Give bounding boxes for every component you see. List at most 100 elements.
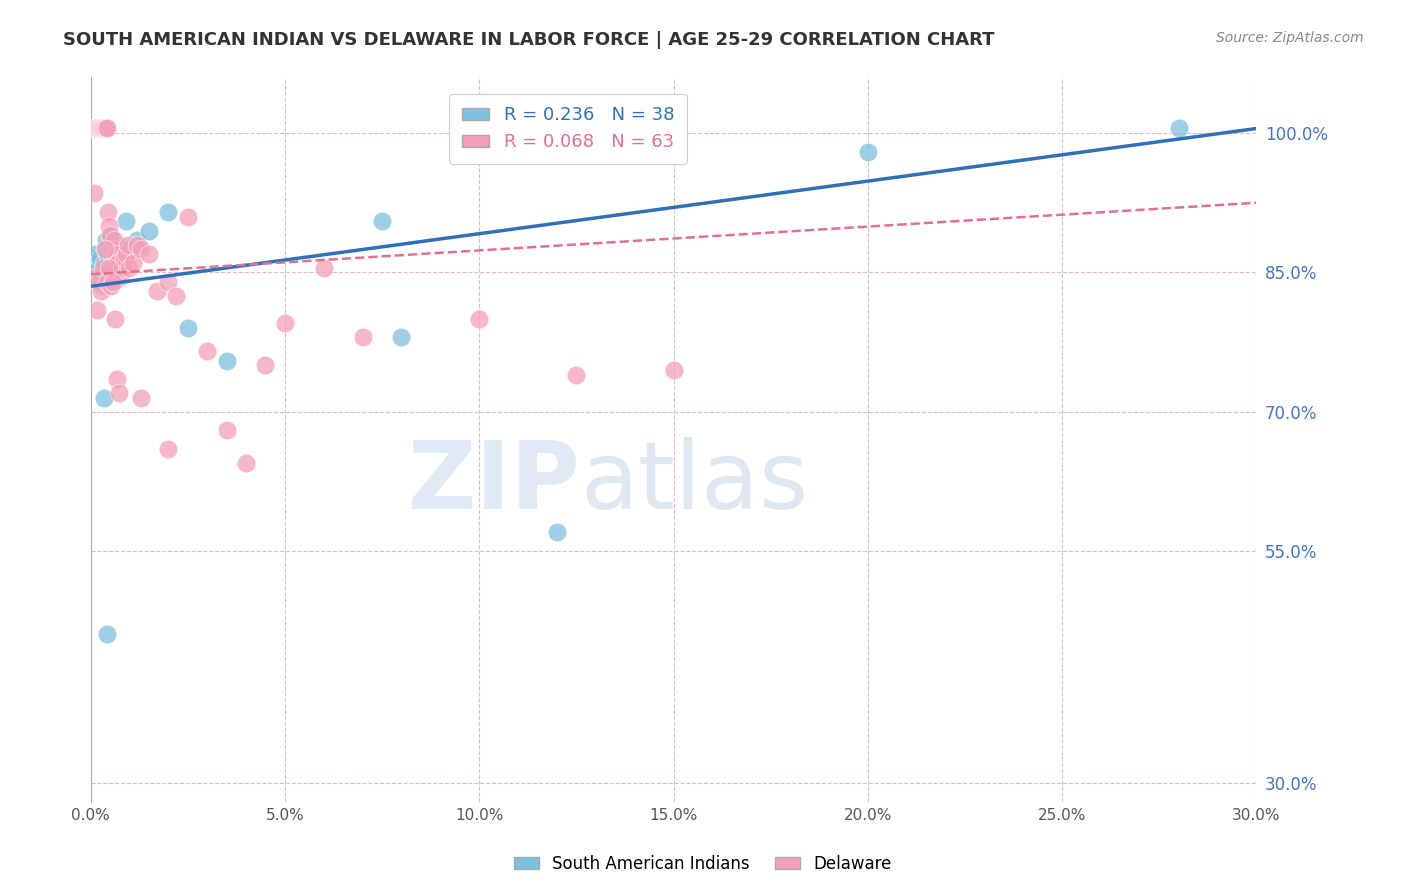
Legend: R = 0.236   N = 38, R = 0.068   N = 63: R = 0.236 N = 38, R = 0.068 N = 63 [450,94,686,164]
Point [111,260,134,275]
Point [93,121,115,136]
Point [138,224,160,238]
Point [122,256,145,270]
Point [195,344,218,359]
Point [97,252,120,266]
Point [93,256,115,270]
Point [86,121,108,136]
Point [117,237,139,252]
Point [83,186,105,201]
Text: Source: ZipAtlas.com: Source: ZipAtlas.com [1216,31,1364,45]
Point [89,121,111,136]
Point [96,627,118,641]
Point [215,353,238,368]
Point [96,121,118,136]
Point [89,275,111,289]
Point [100,279,122,293]
Point [129,391,152,405]
Point [145,284,167,298]
Point [114,247,136,261]
Point [84,121,107,136]
Point [87,121,110,136]
Point [235,456,257,470]
Point [86,121,108,136]
Point [97,260,120,275]
Point [391,330,413,344]
Point [83,270,105,285]
Point [108,270,131,285]
Point [98,228,121,243]
Point [157,205,180,219]
Point [138,247,160,261]
Point [94,121,117,136]
Point [114,214,136,228]
Point [93,391,115,405]
Point [274,317,297,331]
Point [91,279,114,293]
Point [118,260,141,275]
Point [86,256,108,270]
Point [1167,121,1189,136]
Point [103,233,125,247]
Point [82,252,104,266]
Point [96,121,118,136]
Point [157,275,180,289]
Point [856,145,879,159]
Point [89,252,111,266]
Point [107,237,129,252]
Point [84,247,107,261]
Point [91,265,114,279]
Point [107,256,129,270]
Point [101,275,124,289]
Point [89,121,111,136]
Point [83,121,105,136]
Point [98,228,121,243]
Point [565,368,588,382]
Point [177,321,200,335]
Point [90,284,112,298]
Point [546,525,568,540]
Point [96,275,118,289]
Point [86,260,108,275]
Point [177,210,200,224]
Point [371,214,394,228]
Point [84,270,107,285]
Legend: South American Indians, Delaware: South American Indians, Delaware [508,848,898,880]
Point [104,247,127,261]
Point [662,363,685,377]
Point [312,260,335,275]
Point [87,275,110,289]
Point [107,386,129,401]
Text: ZIP: ZIP [408,437,581,529]
Point [104,311,127,326]
Point [91,121,114,136]
Point [468,311,491,326]
Point [254,358,277,372]
Point [97,205,120,219]
Point [165,288,187,302]
Point [94,242,117,256]
Point [104,270,127,285]
Point [112,252,135,266]
Text: SOUTH AMERICAN INDIAN VS DELAWARE IN LABOR FORCE | AGE 25-29 CORRELATION CHART: SOUTH AMERICAN INDIAN VS DELAWARE IN LAB… [63,31,995,49]
Point [98,265,121,279]
Point [98,219,121,233]
Point [215,423,238,437]
Point [111,256,134,270]
Point [103,260,125,275]
Point [83,121,105,136]
Point [90,121,112,136]
Point [96,247,118,261]
Point [90,275,112,289]
Point [101,252,124,266]
Point [83,265,105,279]
Point [82,121,104,136]
Point [127,233,149,247]
Point [105,372,128,386]
Point [91,121,114,136]
Point [96,233,118,247]
Point [352,330,374,344]
Point [118,242,141,256]
Point [127,237,149,252]
Point [89,260,111,275]
